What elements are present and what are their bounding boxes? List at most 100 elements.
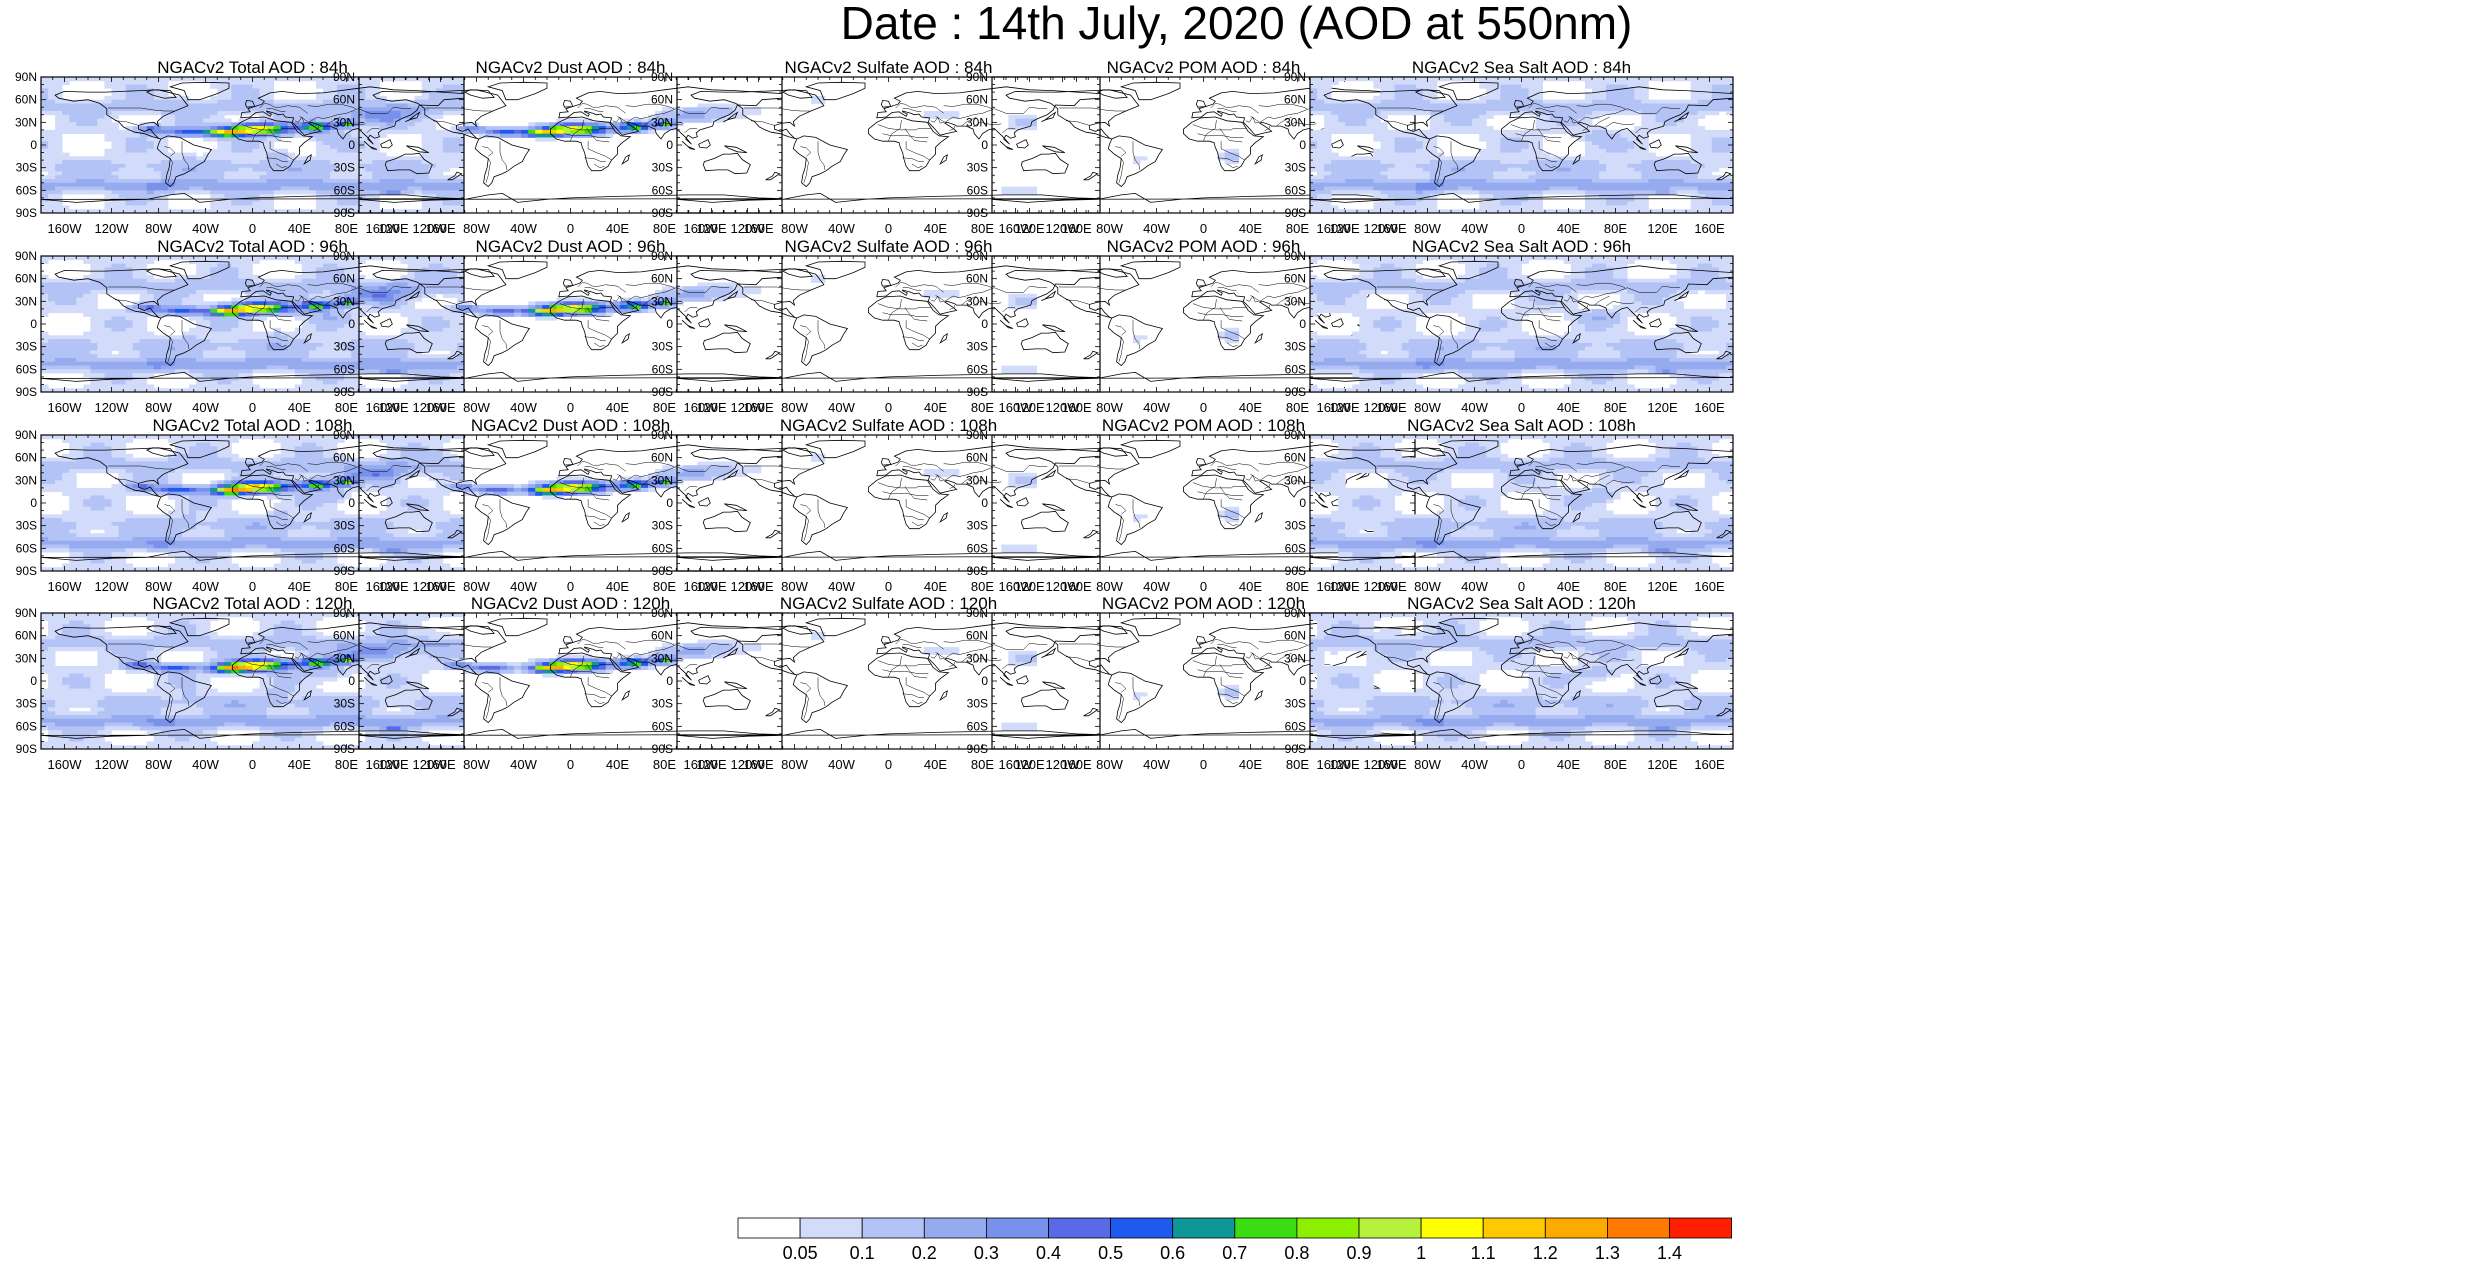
lon-tick-label: 80E [1604,579,1627,594]
lat-tick-label: 0 [981,317,988,331]
lat-tick-label: 90N [966,428,988,442]
lon-tick-label: 0 [1200,757,1207,772]
lon-tick-label: 40W [510,221,537,236]
lon-tick-label: 0 [249,757,256,772]
lon-tick-label: 80W [145,221,172,236]
lat-tick-label: 30S [1285,340,1306,354]
lon-tick-label: 80W [1096,400,1123,415]
lat-tick-label: 60N [1284,629,1306,643]
colorbar-label: 0.2 [912,1243,937,1263]
lat-tick-label: 30S [652,519,673,533]
lon-tick-label: 160W [999,579,1034,594]
lon-tick-label: 80W [463,221,490,236]
lon-tick-label: 80W [145,579,172,594]
lon-tick-label: 120W [1046,579,1081,594]
lat-tick-label: 30S [16,161,37,175]
lat-tick-label: 30S [652,697,673,711]
lat-tick-label: 30N [15,294,37,308]
lon-tick-label: 120W [1046,400,1081,415]
lon-tick-label: 40E [1239,400,1262,415]
lat-tick-label: 60S [652,719,673,733]
lon-tick-label: 120W [1364,400,1399,415]
colorbar-label: 0.1 [850,1243,875,1263]
lat-tick-label: 0 [981,674,988,688]
lon-tick-label: 40E [1557,579,1580,594]
colorbar-label: 1 [1416,1243,1426,1263]
lon-tick-label: 0 [1518,221,1525,236]
lon-tick-label: 40E [288,221,311,236]
lat-tick-label: 60S [1285,183,1306,197]
lat-tick-label: 60S [334,183,355,197]
lat-tick-label: 0 [348,496,355,510]
lon-tick-label: 40W [828,400,855,415]
lon-tick-label: 40E [924,221,947,236]
lat-tick-label: 90S [334,742,355,756]
lat-tick-label: 0 [666,317,673,331]
lon-tick-label: 160W [366,400,401,415]
colorbar-label: 0.6 [1160,1243,1185,1263]
lat-tick-label: 60N [1284,272,1306,286]
lon-tick-label: 120W [95,400,130,415]
lon-tick-label: 80W [781,221,808,236]
lat-tick-label: 0 [348,674,355,688]
lon-tick-label: 160W [48,400,83,415]
lon-tick-label: 120W [731,221,766,236]
colorbar-swatch [1297,1218,1359,1238]
lon-tick-label: 40E [1239,221,1262,236]
colorbar-label: 0.9 [1346,1243,1371,1263]
lat-tick-label: 60S [334,719,355,733]
lat-tick-label: 90S [1285,206,1306,220]
lat-tick-label: 30S [1285,697,1306,711]
lon-tick-label: 120W [95,579,130,594]
lon-tick-label: 40W [1143,400,1170,415]
lon-tick-label: 80W [781,757,808,772]
lat-tick-label: 30N [651,294,673,308]
lat-tick-label: 60N [651,629,673,643]
lat-tick-label: 30S [334,519,355,533]
lon-tick-label: 120E [1647,757,1678,772]
lat-tick-label: 30N [651,115,673,129]
lat-tick-label: 90N [651,249,673,263]
lon-tick-label: 160W [48,221,83,236]
lon-tick-label: 40E [1557,757,1580,772]
lat-tick-label: 60N [333,93,355,107]
lon-tick-label: 40E [606,221,629,236]
lon-tick-label: 160W [1317,221,1352,236]
lat-tick-label: 60S [16,183,37,197]
lat-tick-label: 90S [967,564,988,578]
colorbar-swatch [862,1218,924,1238]
lon-tick-label: 40E [606,400,629,415]
lat-tick-label: 30N [1284,115,1306,129]
colorbar-swatch [1111,1218,1173,1238]
lon-tick-label: 0 [1200,221,1207,236]
colorbar-swatch [986,1218,1048,1238]
lon-tick-label: 160W [999,757,1034,772]
lat-tick-label: 60N [1284,93,1306,107]
lon-tick-label: 120W [1364,579,1399,594]
colorbar-swatch [1545,1218,1607,1238]
lon-tick-label: 80W [1096,579,1123,594]
lat-tick-label: 30S [967,161,988,175]
lat-tick-label: 60S [652,362,673,376]
lat-tick-label: 30S [967,519,988,533]
lat-tick-label: 60N [333,629,355,643]
lat-tick-label: 90S [1285,742,1306,756]
lat-tick-label: 60N [651,272,673,286]
lat-tick-label: 30S [967,340,988,354]
lon-tick-label: 0 [249,400,256,415]
lat-tick-label: 90N [333,428,355,442]
lat-tick-label: 60S [16,541,37,555]
colorbar-swatch [1173,1218,1235,1238]
lat-tick-label: 90S [1285,564,1306,578]
lat-tick-label: 90S [16,385,37,399]
lat-tick-label: 0 [981,496,988,510]
lat-tick-label: 60N [15,629,37,643]
lon-tick-label: 0 [567,579,574,594]
lat-tick-label: 0 [30,674,37,688]
lon-tick-label: 120E [1647,221,1678,236]
lon-tick-label: 80W [145,400,172,415]
